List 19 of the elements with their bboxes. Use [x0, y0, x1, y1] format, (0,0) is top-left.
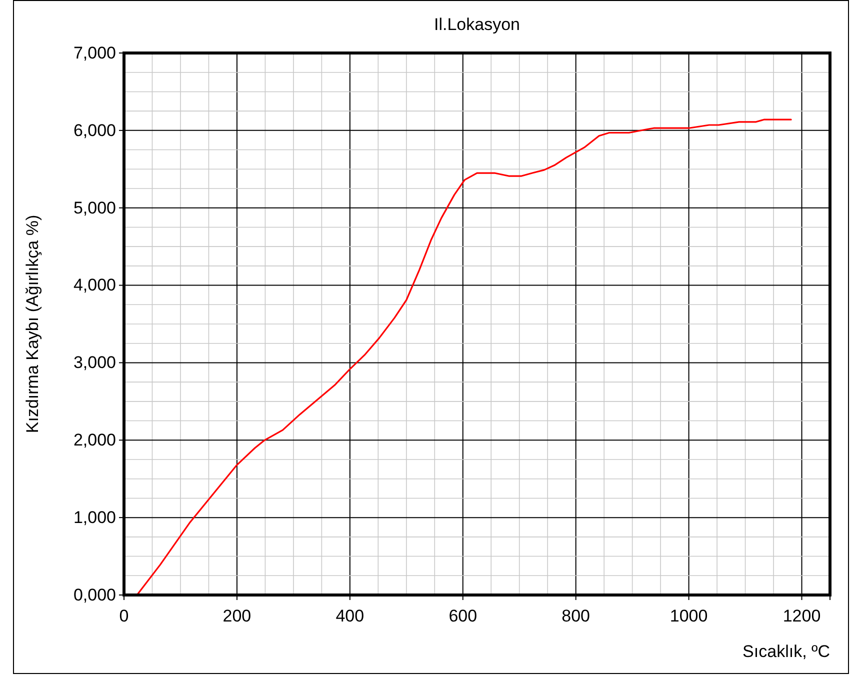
x-tick-label: 200	[222, 606, 252, 626]
y-tick-label: 1,000	[73, 508, 116, 528]
x-axis-title: Sıcaklık, ºC	[742, 642, 830, 661]
chart-title: Il.Lokasyon	[434, 15, 520, 34]
x-tick-label: 0	[119, 606, 129, 626]
x-tick-label: 600	[448, 606, 478, 626]
y-tick-label: 0,000	[73, 585, 116, 604]
y-tick-label: 6,000	[73, 120, 116, 140]
x-tick-label: 1200	[782, 606, 821, 626]
y-axis-title: Kızdırma Kaybı (Ağırlıkça %)	[23, 214, 42, 434]
x-tick-label: 800	[562, 606, 590, 626]
line-series	[136, 118, 792, 596]
x-tick-label: 400	[336, 606, 364, 626]
y-tick-label: 4,000	[73, 276, 116, 295]
x-tick-label: 1000	[670, 606, 708, 626]
y-tick-label: 3,000	[73, 353, 116, 372]
y-tick-label: 2,000	[73, 430, 116, 450]
y-tick-label: 5,000	[73, 198, 116, 218]
y-tick-label: 7,000	[73, 43, 116, 62]
